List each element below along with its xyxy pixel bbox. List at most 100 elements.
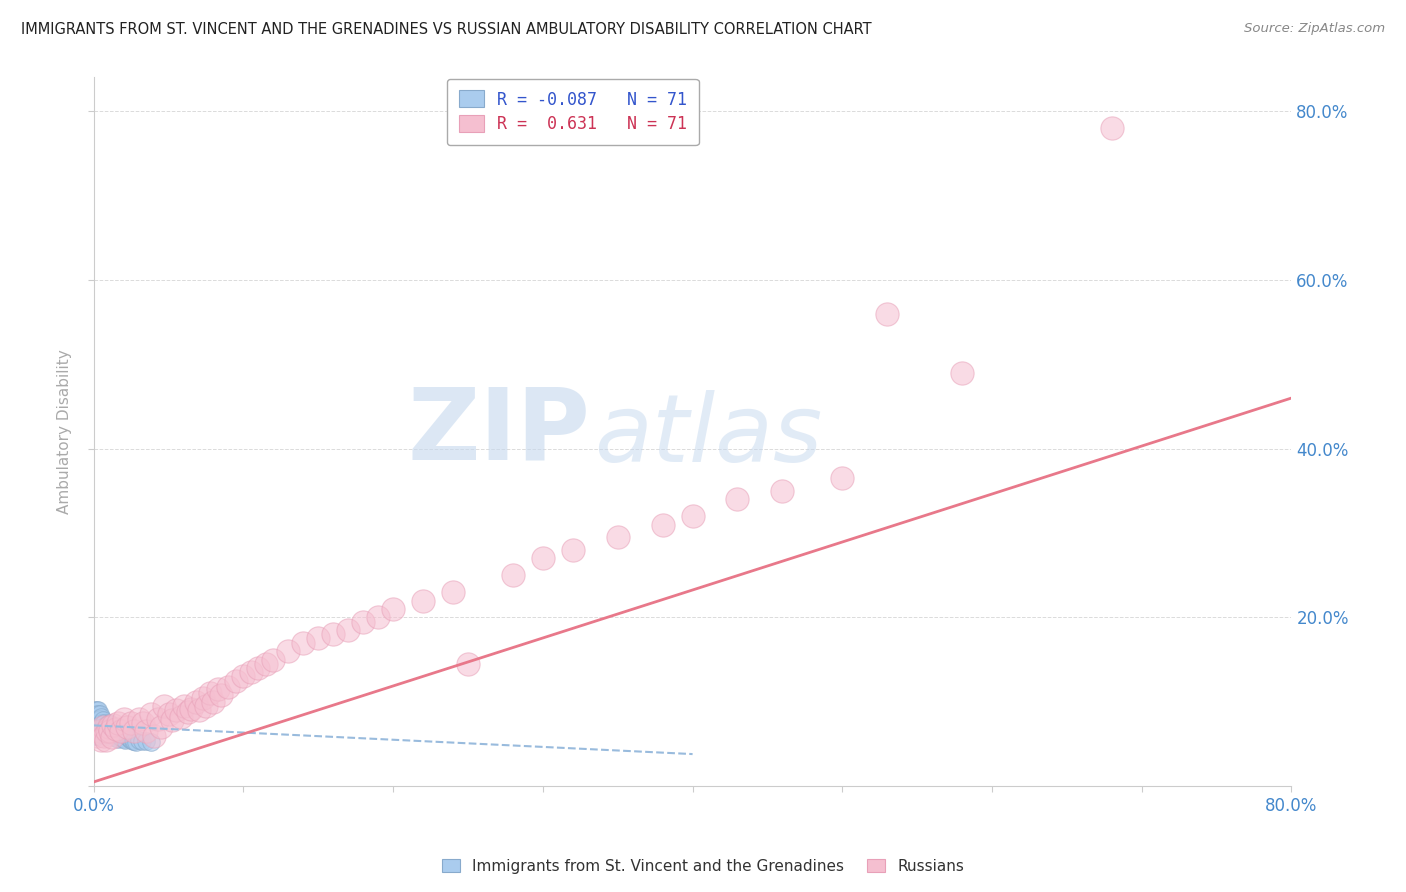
Point [139, 707, 162, 722]
Point [98, 724, 121, 739]
Point [412, 593, 434, 607]
Point [97, 720, 120, 734]
Point [93, 715, 115, 730]
Point [98, 726, 121, 740]
Point [135, 734, 157, 748]
Point [367, 610, 389, 624]
Point [184, 695, 207, 709]
Point [84, 724, 107, 739]
Point [112, 731, 135, 746]
Point [84, 720, 107, 734]
Point [225, 673, 247, 688]
Point [153, 698, 176, 713]
Point [146, 712, 169, 726]
Point [157, 707, 180, 722]
Point [104, 724, 127, 739]
Point [441, 585, 464, 599]
Point [191, 690, 214, 705]
Point [87, 703, 110, 717]
Point [131, 733, 153, 747]
Point [115, 729, 138, 743]
Point [86, 715, 108, 730]
Point [100, 722, 122, 736]
Point [89, 707, 111, 722]
Point [247, 661, 270, 675]
Point [107, 731, 129, 746]
Point [502, 568, 524, 582]
Point [135, 724, 157, 739]
Point [121, 733, 143, 747]
Point [139, 735, 162, 749]
Point [110, 730, 132, 744]
Point [94, 732, 117, 747]
Legend: Immigrants from St. Vincent and the Grenadines, Russians: Immigrants from St. Vincent and the Gren… [436, 853, 970, 880]
Point [207, 682, 229, 697]
Point [165, 703, 187, 717]
Point [114, 732, 136, 747]
Point [96, 724, 118, 739]
Point [337, 623, 360, 637]
Point [90, 722, 112, 736]
Point [122, 734, 145, 748]
Point [91, 720, 114, 734]
Point [382, 602, 405, 616]
Point [606, 530, 628, 544]
Point [87, 707, 110, 722]
Point [180, 701, 202, 715]
Point [84, 729, 107, 743]
Point [90, 732, 112, 747]
Point [101, 723, 124, 738]
Point [86, 724, 108, 739]
Point [91, 714, 114, 728]
Point [831, 471, 853, 485]
Point [770, 483, 793, 498]
Point [950, 366, 973, 380]
Point [128, 712, 150, 726]
Text: ZIP: ZIP [408, 384, 591, 480]
Point [682, 509, 704, 524]
Point [292, 636, 315, 650]
Point [107, 728, 129, 742]
Point [87, 715, 110, 730]
Point [117, 730, 139, 744]
Point [195, 698, 218, 713]
Point [93, 722, 115, 736]
Point [101, 718, 124, 732]
Point [217, 680, 239, 694]
Point [232, 669, 254, 683]
Point [86, 720, 108, 734]
Point [200, 686, 222, 700]
Point [86, 712, 108, 726]
Point [87, 724, 110, 739]
Point [87, 720, 110, 734]
Point [96, 726, 118, 740]
Point [84, 712, 107, 726]
Point [89, 712, 111, 726]
Point [128, 732, 150, 747]
Point [142, 729, 165, 743]
Text: atlas: atlas [595, 390, 823, 481]
Point [111, 731, 134, 745]
Point [97, 722, 120, 736]
Point [187, 703, 209, 717]
Point [104, 730, 127, 744]
Point [531, 551, 554, 566]
Point [87, 729, 110, 743]
Point [108, 729, 131, 743]
Point [89, 718, 111, 732]
Point [90, 727, 112, 741]
Point [122, 724, 145, 739]
Point [89, 724, 111, 739]
Point [239, 665, 262, 680]
Point [96, 720, 118, 734]
Point [107, 715, 129, 730]
Point [169, 710, 191, 724]
Point [84, 715, 107, 730]
Point [115, 720, 138, 734]
Point [262, 652, 284, 666]
Point [93, 727, 115, 741]
Point [120, 715, 142, 730]
Point [124, 735, 146, 749]
Point [84, 703, 107, 717]
Point [100, 728, 122, 742]
